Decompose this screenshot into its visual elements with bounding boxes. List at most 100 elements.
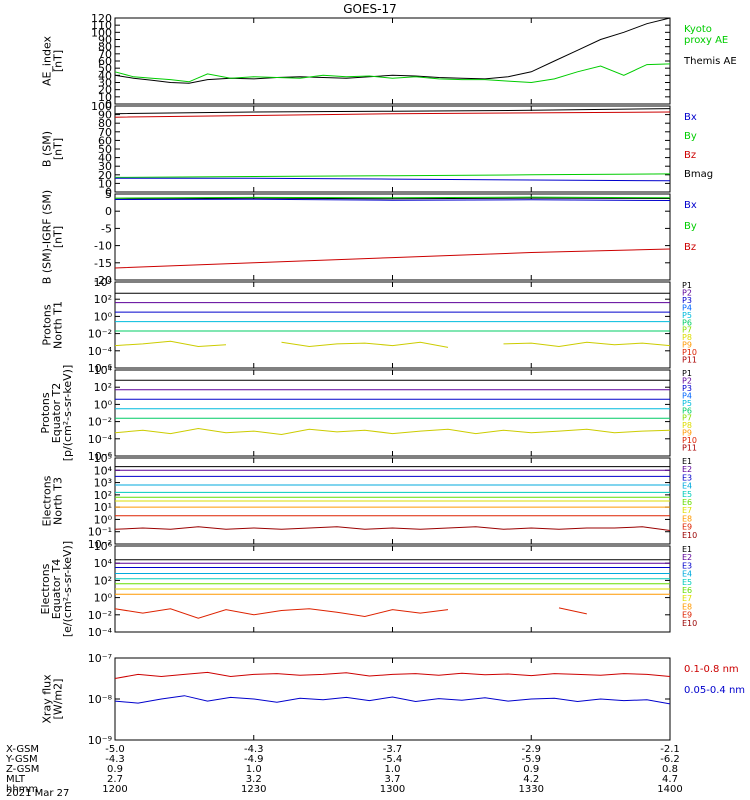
y-tick-label: 10⁻⁹ [88, 734, 112, 747]
x-row-label: Z-GSM [6, 764, 39, 775]
panels: 0102030405060708090100110120AE_index[nT]… [39, 12, 745, 747]
legend-entry: P8 [682, 421, 692, 430]
legend-entry: P3 [682, 384, 692, 393]
x-tick-label: -5.0 [105, 744, 125, 755]
y-axis-label: [e/(cm²-s-sr-keV)] [61, 541, 74, 637]
y-tick-label: 10⁰ [94, 310, 113, 323]
series-line [115, 177, 671, 182]
legend-entry: E6 [682, 498, 692, 507]
legend-entry: E10 [682, 531, 697, 540]
x-tick-label: -6.2 [660, 754, 680, 765]
y-tick-label: 10³ [94, 477, 112, 490]
y-tick-label: 40 [98, 152, 112, 165]
y-axis-label: [nT] [52, 138, 65, 160]
y-axis-label: [W/m2] [52, 679, 65, 720]
y-axis-label: North T1 [52, 301, 65, 349]
y-tick-label: 80 [98, 117, 112, 130]
legend-entry: E3 [682, 473, 692, 482]
x-tick-label: 1.0 [385, 764, 401, 775]
legend-entry: E4 [682, 482, 692, 491]
y-tick-label: 30 [98, 160, 112, 173]
x-tick-label: -5.9 [521, 754, 541, 765]
legend-entry: E7 [682, 594, 692, 603]
legend-entry: P7 [682, 326, 692, 335]
x-row-label: X-GSM [6, 744, 39, 755]
y-tick-label: 10⁻² [88, 538, 112, 551]
y-tick-label: 20 [98, 169, 112, 182]
y-axis-label: Xray flux [41, 674, 54, 724]
panel-frame [114, 369, 671, 457]
series-line [115, 608, 642, 618]
x-tick-label: 4.7 [662, 774, 678, 785]
y-axis-label: [p/(cm²-s-sr-keV)] [61, 365, 74, 462]
legend-entry: E5 [682, 490, 692, 499]
legend-entry: 0.05-0.4 nm [684, 685, 745, 696]
legend-entry: P8 [682, 333, 692, 342]
series-line [114, 198, 671, 201]
y-tick-label: 110 [91, 19, 112, 32]
x-tick-label: 1330 [519, 784, 544, 795]
legend-entry: P2 [682, 288, 692, 297]
y-tick-label: 90 [98, 109, 112, 122]
x-tick-label: 2.7 [107, 774, 123, 785]
legend-entry: E1 [682, 457, 692, 466]
y-tick-label: 10² [94, 381, 112, 394]
y-tick-label: 10⁵ [94, 452, 112, 465]
legend-entry: P5 [682, 399, 692, 408]
y-axis-label: [nT] [52, 226, 65, 248]
y-tick-label: 10⁴ [94, 557, 113, 570]
series-line [114, 196, 671, 199]
legend-entry: Kyoto [684, 24, 712, 35]
y-tick-label: 10⁴ [94, 464, 113, 477]
legend-entry: E9 [682, 523, 692, 532]
x-tick-label: -3.7 [383, 744, 403, 755]
x-tick-label: -2.9 [521, 744, 541, 755]
legend-entry: 0.1-0.8 nm [684, 664, 739, 675]
legend-entry: P11 [682, 356, 697, 365]
legend-entry: E2 [682, 465, 692, 474]
y-tick-label: 10⁻⁷ [88, 652, 112, 665]
legend-entry: Bx [684, 112, 697, 123]
y-tick-label: 30 [98, 77, 112, 90]
y-tick-label: 120 [91, 12, 112, 25]
y-tick-label: 0 [105, 98, 112, 111]
series-line [114, 17, 671, 84]
y-tick-label: 20 [98, 84, 112, 97]
y-axis-label: Protons [41, 304, 54, 345]
panel-frame [114, 17, 671, 105]
x-tick-label: 0.9 [523, 764, 539, 775]
legend-entry: P1 [682, 369, 692, 378]
y-axis-label: [nT] [52, 50, 65, 72]
legend-entry: P10 [682, 436, 697, 445]
legend-entry: E8 [682, 514, 692, 523]
series-line [114, 526, 671, 531]
y-tick-label: 100 [91, 26, 112, 39]
y-tick-label: 70 [98, 126, 112, 139]
legend-entry: P3 [682, 296, 692, 305]
legend-entry: P9 [682, 341, 692, 350]
series-line [114, 63, 671, 84]
y-tick-label: 10⁰ [94, 398, 113, 411]
legend-entry: proxy AE [684, 35, 728, 46]
legend-entry: E3 [682, 561, 692, 570]
legend-entry: P11 [682, 444, 697, 453]
y-tick-label: 10⁴ [94, 364, 113, 377]
series-line [114, 695, 671, 705]
legend-entry: P4 [682, 303, 692, 312]
y-tick-label: -20 [94, 274, 112, 287]
y-axis-label: Protons [39, 392, 52, 433]
x-tick-label: 0.8 [662, 764, 678, 775]
y-tick-label: 10⁴ [94, 276, 113, 289]
series-line [114, 248, 671, 269]
y-tick-label: 10⁻⁶ [88, 362, 113, 375]
legend-entry: By [684, 221, 697, 232]
y-tick-label: 10⁻² [88, 609, 112, 622]
y-tick-label: 0 [105, 205, 112, 218]
series-line [114, 108, 671, 115]
panel-8: 10⁻⁹ 10⁻⁸ 10⁻⁷ Xray flux[W/m2] 0.1-0.8 nm 0.0… [41, 652, 746, 747]
legend-entry: E6 [682, 586, 692, 595]
y-tick-label: 50 [98, 143, 112, 156]
legend-entry: P6 [682, 318, 692, 327]
